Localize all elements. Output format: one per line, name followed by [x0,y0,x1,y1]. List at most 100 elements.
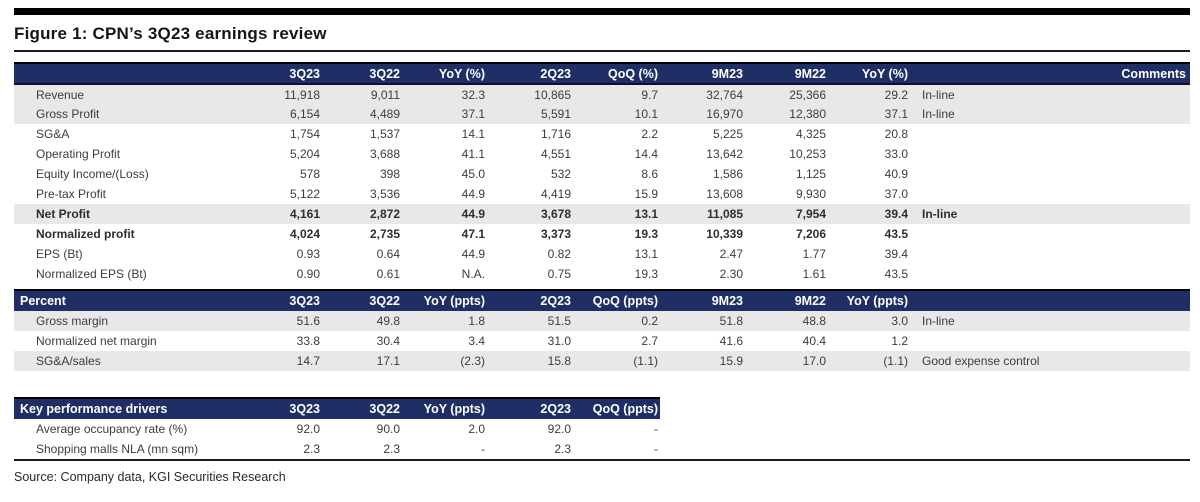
value-cell: - [481,442,485,456]
value-cell: 13,642 [706,147,743,161]
comment-cell: In-line [922,207,958,221]
value-cell: 4,419 [540,187,571,201]
value-cell: 40.4 [802,334,826,348]
kpi-table: Key performance drivers 3Q23 3Q22 YoY (ppts… [14,397,660,459]
value-cell: 1,754 [289,127,320,141]
column-header: 3Q23 [234,397,322,419]
title-rule [14,50,1190,52]
header-row: Key performance drivers 3Q23 3Q22 YoY (ppts… [14,397,660,419]
table-row: Operating Profit 5,204 3,688 41.1 4,551 14.4 1… [14,144,1190,164]
value-cell: 0.61 [376,267,400,281]
row-label: SG&A [36,127,70,141]
value-cell: 45.0 [461,167,485,181]
value-cell: 13,608 [706,187,743,201]
value-cell: 1,537 [369,127,400,141]
value-cell: 2.47 [719,247,743,261]
comment-cell [910,124,1190,144]
value-cell: 41.6 [719,334,743,348]
column-header: QoQ (ppts) [573,289,660,311]
value-cell: 2,872 [369,207,400,221]
column-header: YoY (ppts) [402,397,487,419]
value-cell: 10,339 [706,227,743,241]
comment-cell: In-line [922,107,955,121]
value-cell: 9,930 [795,187,826,201]
column-header: 3Q22 [322,289,402,311]
row-label: Gross Profit [36,107,100,121]
comment-cell [910,244,1190,264]
value-cell: 43.5 [884,227,908,241]
value-cell: 90.0 [376,422,400,436]
value-cell: 41.1 [461,147,485,161]
value-cell: 0.75 [547,267,571,281]
value-cell: - [654,442,658,456]
column-header: 2Q23 [487,289,573,311]
value-cell: 2,735 [369,227,400,241]
value-cell: 33.0 [884,147,908,161]
row-label: Net Profit [36,207,90,221]
value-cell: 30.4 [376,334,400,348]
value-cell: 4,325 [795,127,826,141]
value-cell: 25,366 [789,87,826,102]
value-cell: 19.3 [634,267,658,281]
table-row: Pre-tax Profit 5,122 3,536 44.9 4,419 15.9 13,… [14,184,1190,204]
value-cell: 4,024 [289,227,320,241]
table-row: SG&A/sales 14.7 17.1 (2.3) 15.8 (1.1) 15.9 17.0… [14,351,1190,371]
comment-cell [910,331,1190,351]
value-cell: 40.9 [884,167,908,181]
value-cell: 6,154 [289,107,320,121]
value-cell: 14.7 [296,354,320,368]
row-label: Normalized EPS (Bt) [36,267,147,281]
row-label: EPS (Bt) [36,247,83,261]
column-header: YoY (ppts) [402,289,487,311]
value-cell: 4,161 [289,207,320,221]
value-cell: 51.5 [547,314,571,328]
column-header: 3Q23 [234,289,322,311]
value-cell: (2.3) [460,354,485,368]
value-cell: 0.64 [376,247,400,261]
value-cell: 5,225 [712,127,743,141]
value-cell: 32,764 [706,87,743,102]
table-row: Average occupancy rate (%) 92.0 90.0 2.0 92.… [14,419,660,439]
row-label: SG&A/sales [36,354,101,368]
value-cell: 2.7 [641,334,658,348]
table-row: Gross Profit 6,154 4,489 37.1 5,591 10.1 16,97… [14,104,1190,124]
kpi-bottom-rule [14,459,1190,461]
value-cell: 19.3 [634,227,658,241]
table-row: Shopping malls NLA (mn sqm) 2.3 2.3 - 2.3 - [14,439,660,459]
value-cell: 14.1 [461,127,485,141]
value-cell: 39.4 [884,207,908,221]
comment-cell: In-line [922,87,955,102]
comment-cell [910,144,1190,164]
value-cell: 0.82 [547,247,571,261]
value-cell: 4,551 [540,147,571,161]
row-label: Normalized net margin [36,334,157,348]
value-cell: 49.8 [376,314,400,328]
value-cell: 33.8 [296,334,320,348]
value-cell: 2.30 [719,267,743,281]
value-cell: 3.4 [468,334,485,348]
value-cell: 15.9 [719,354,743,368]
table-row: SG&A 1,754 1,537 14.1 1,716 2.2 5,225 4,325 20.8 [14,124,1190,144]
value-cell: 532 [550,167,571,181]
column-header: Percent [14,289,234,311]
value-cell: 3,678 [540,207,571,221]
value-cell: 1.8 [468,314,485,328]
column-header: 9M22 [745,62,828,85]
value-cell: 11,085 [706,207,743,221]
value-cell: 15.8 [547,354,571,368]
row-label: Normalized profit [36,227,135,241]
value-cell: 3,536 [369,187,400,201]
column-header: 3Q22 [322,62,402,85]
value-cell: 92.0 [547,422,571,436]
value-cell: 578 [299,167,320,181]
value-cell: 7,954 [795,207,826,221]
value-cell: 1.77 [802,247,826,261]
value-cell: (1.1) [633,354,658,368]
value-cell: 5,122 [289,187,320,201]
value-cell: 3,373 [540,227,571,241]
row-label: Shopping malls NLA (mn sqm) [36,442,199,456]
column-header: QoQ (%) [573,62,660,85]
value-cell: 9,011 [370,87,400,102]
row-label: Equity Income/(Loss) [36,167,149,181]
value-cell: 0.2 [641,314,658,328]
